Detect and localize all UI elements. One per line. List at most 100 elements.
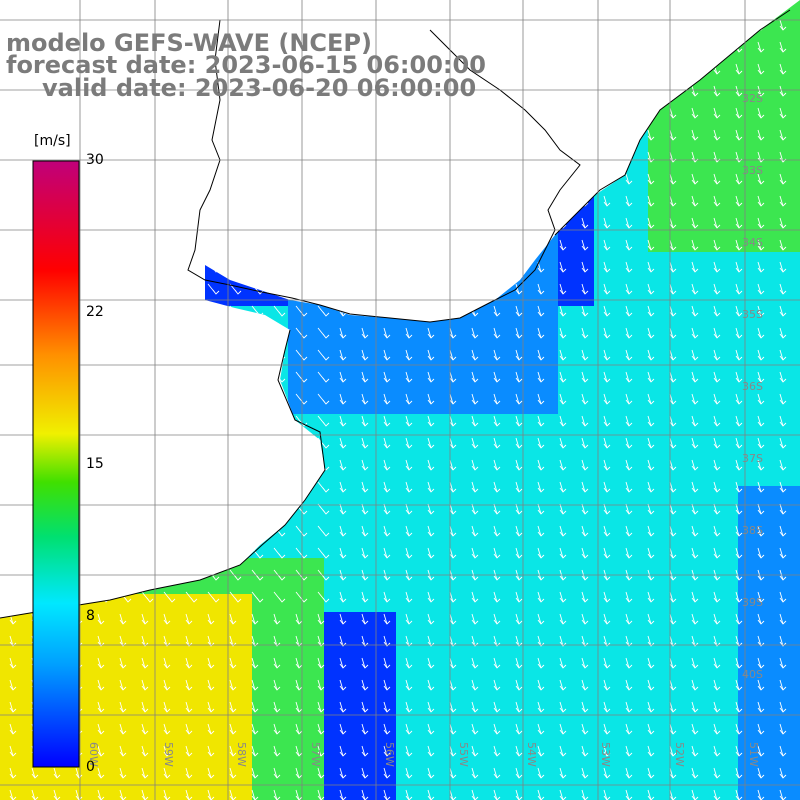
wind-cell xyxy=(198,270,216,288)
wind-cell xyxy=(738,558,756,576)
wind-arrow xyxy=(515,283,523,295)
wind-cell xyxy=(180,630,198,648)
wind-arrow xyxy=(141,107,154,119)
wind-cell xyxy=(270,630,288,648)
wind-cell xyxy=(630,54,648,72)
wind-cell xyxy=(774,558,792,576)
wind-cell xyxy=(684,288,702,306)
wind-cell xyxy=(252,738,270,756)
wind-cell xyxy=(90,774,108,792)
wind-cell xyxy=(540,522,558,540)
wind-arrow xyxy=(339,195,347,207)
wind-cell xyxy=(702,558,720,576)
wind-cell xyxy=(720,0,738,18)
wind-cell xyxy=(792,576,800,594)
wind-arrow xyxy=(383,635,391,647)
wind-arrow xyxy=(559,415,567,427)
wind-cell xyxy=(792,360,800,378)
wind-cell xyxy=(648,486,666,504)
latitude-label: 35S xyxy=(742,308,763,321)
wind-cell xyxy=(468,504,486,522)
wind-cell xyxy=(324,504,342,522)
wind-arrow xyxy=(603,481,611,493)
wind-cell xyxy=(666,342,684,360)
wind-cell xyxy=(360,450,378,468)
wind-cell xyxy=(414,324,432,342)
wind-arrow xyxy=(229,745,237,757)
wind-arrow xyxy=(141,195,154,207)
wind-cell xyxy=(486,756,504,774)
wind-arrow xyxy=(427,151,435,163)
wind-cell xyxy=(450,180,468,198)
wind-cell xyxy=(0,396,18,414)
wind-cell xyxy=(540,0,558,18)
wind-cell xyxy=(306,342,324,360)
wind-arrow xyxy=(383,173,391,185)
wind-arrow xyxy=(735,261,743,273)
wind-cell xyxy=(486,342,504,360)
colorbar-gradient xyxy=(32,160,80,768)
wind-cell xyxy=(180,198,198,216)
wind-arrow xyxy=(647,129,655,141)
wind-arrow xyxy=(97,239,110,251)
wind-arrow xyxy=(163,107,176,119)
wind-cell xyxy=(18,738,36,756)
wind-arrow xyxy=(713,459,721,471)
wind-arrow xyxy=(691,723,699,735)
wind-cell xyxy=(198,558,216,576)
wind-cell xyxy=(450,576,468,594)
wind-arrow xyxy=(647,789,655,800)
wind-cell xyxy=(540,756,558,774)
wind-cell xyxy=(144,666,162,684)
wind-arrow xyxy=(471,767,479,779)
wind-cell xyxy=(198,630,216,648)
wind-cell xyxy=(396,558,414,576)
wind-cell xyxy=(252,684,270,702)
wind-cell xyxy=(774,54,792,72)
wind-cell xyxy=(432,612,450,630)
wind-cell xyxy=(684,540,702,558)
wind-cell xyxy=(468,324,486,342)
wind-cell xyxy=(216,108,234,126)
wind-cell xyxy=(612,378,630,396)
wind-arrow xyxy=(339,745,347,757)
wind-cell xyxy=(738,540,756,558)
wind-cell xyxy=(666,738,684,756)
wind-arrow xyxy=(207,745,215,757)
wind-arrow xyxy=(229,657,237,669)
wind-cell xyxy=(234,360,252,378)
wind-cell xyxy=(0,234,18,252)
wind-arrow xyxy=(119,129,132,141)
wind-cell xyxy=(126,306,144,324)
wind-cell xyxy=(774,684,792,702)
wind-arrow xyxy=(251,173,264,185)
wind-arrow xyxy=(537,217,545,229)
wind-cell xyxy=(162,594,180,612)
wind-arrow xyxy=(427,393,435,405)
wind-cell xyxy=(540,252,558,270)
wind-arrow xyxy=(691,349,699,361)
wind-arrow xyxy=(163,393,176,405)
wind-arrow xyxy=(339,327,347,339)
wind-cell xyxy=(576,576,594,594)
wind-cell xyxy=(504,126,522,144)
wind-cell xyxy=(558,72,576,90)
wind-cell xyxy=(18,666,36,684)
wind-arrow xyxy=(273,767,281,779)
wind-cell xyxy=(144,162,162,180)
wind-arrow xyxy=(339,701,347,713)
wind-cell xyxy=(306,396,324,414)
wind-arrow xyxy=(185,393,198,405)
wind-cell xyxy=(594,162,612,180)
wind-arrow xyxy=(119,525,132,537)
wind-arrow xyxy=(449,723,457,735)
wind-cell xyxy=(180,216,198,234)
wind-arrow xyxy=(229,503,242,515)
wind-cell xyxy=(576,342,594,360)
wind-cell xyxy=(720,630,738,648)
wind-cell xyxy=(504,666,522,684)
wind-cell xyxy=(630,522,648,540)
wind-cell xyxy=(0,738,18,756)
wind-cell xyxy=(450,342,468,360)
wind-cell xyxy=(648,234,666,252)
